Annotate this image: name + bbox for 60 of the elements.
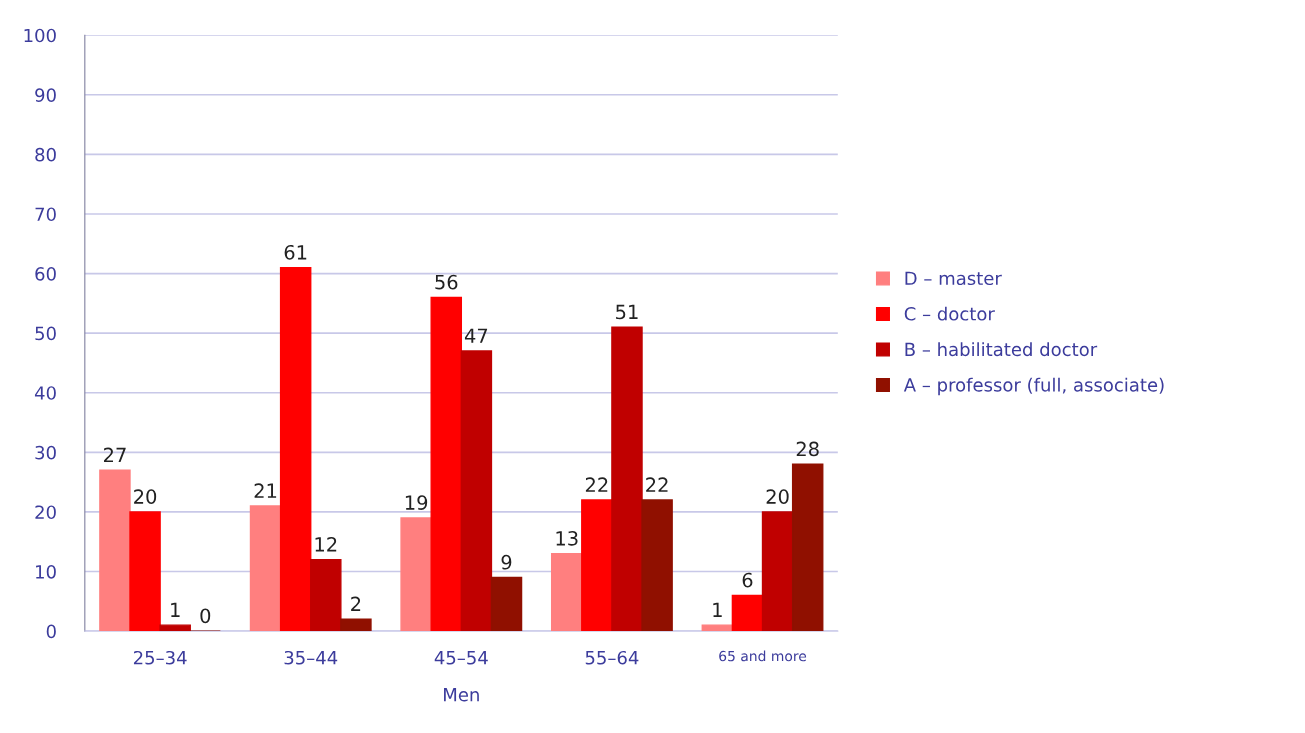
- y-tick-label: 80: [35, 147, 56, 162]
- data-label: 47: [464, 328, 488, 343]
- bar: [159, 624, 191, 632]
- data-label: 0: [200, 608, 211, 624]
- data-label: 6: [742, 572, 753, 588]
- y-tick-label: 70: [35, 207, 56, 222]
- bar: [791, 463, 824, 632]
- data-label: 19: [405, 495, 428, 510]
- x-tick-label: 25–34: [133, 650, 187, 665]
- bar: [641, 499, 673, 632]
- x-tick-label: 35–44: [284, 650, 338, 665]
- legend-label: C – doctor: [904, 306, 995, 321]
- data-label: 20: [134, 489, 157, 504]
- data-label: 13: [556, 531, 578, 546]
- legend-label: D – master: [905, 271, 1002, 286]
- data-label: 21: [254, 483, 277, 498]
- bar: [550, 552, 583, 632]
- y-tick-label: 20: [35, 505, 56, 520]
- data-label: 56: [435, 274, 458, 290]
- y-tick-label: 30: [35, 445, 56, 460]
- legend-label: B – habilitated doctor: [905, 342, 1098, 357]
- bar: [460, 350, 493, 632]
- bar: [279, 266, 312, 632]
- data-label: 12: [315, 536, 337, 552]
- x-tick-label: 65 and more: [719, 650, 807, 662]
- bar: [701, 624, 734, 632]
- bar: [611, 326, 643, 632]
- bar: [490, 576, 523, 632]
- y-tick-label: 10: [36, 564, 56, 579]
- y-tick-label: 0: [46, 624, 56, 639]
- data-label: 9: [501, 554, 512, 570]
- data-label: 2: [351, 596, 361, 611]
- data-label: 22: [585, 477, 608, 492]
- bar: [249, 505, 282, 632]
- y-tick-label: 90: [35, 88, 56, 102]
- bar: [99, 469, 131, 632]
- data-label: 22: [646, 477, 668, 492]
- y-tick-label: 50: [35, 326, 56, 341]
- bar: [340, 618, 372, 632]
- bar: [400, 517, 432, 632]
- bar: [129, 511, 161, 632]
- bar: [731, 594, 764, 632]
- y-tick-label: 100: [24, 28, 56, 43]
- data-label: 1: [171, 602, 180, 617]
- bar: [581, 499, 613, 632]
- data-label: 20: [766, 489, 789, 504]
- x-tick-label: 55–64: [585, 650, 639, 665]
- y-tick-label: 60: [35, 267, 56, 281]
- data-label: 51: [616, 304, 638, 320]
- y-tick-label: 40: [34, 386, 56, 400]
- data-label: 27: [104, 447, 126, 462]
- data-label: 1: [713, 602, 722, 617]
- legend-label: A – professor (full, associate): [903, 377, 1164, 396]
- x-axis-title: Men: [444, 688, 479, 702]
- bar: [310, 558, 342, 632]
- x-tick-label: 45–54: [434, 651, 488, 665]
- bar: [430, 296, 463, 632]
- data-label: 61: [284, 244, 307, 260]
- data-label: 28: [796, 441, 819, 457]
- bar: [761, 511, 794, 632]
